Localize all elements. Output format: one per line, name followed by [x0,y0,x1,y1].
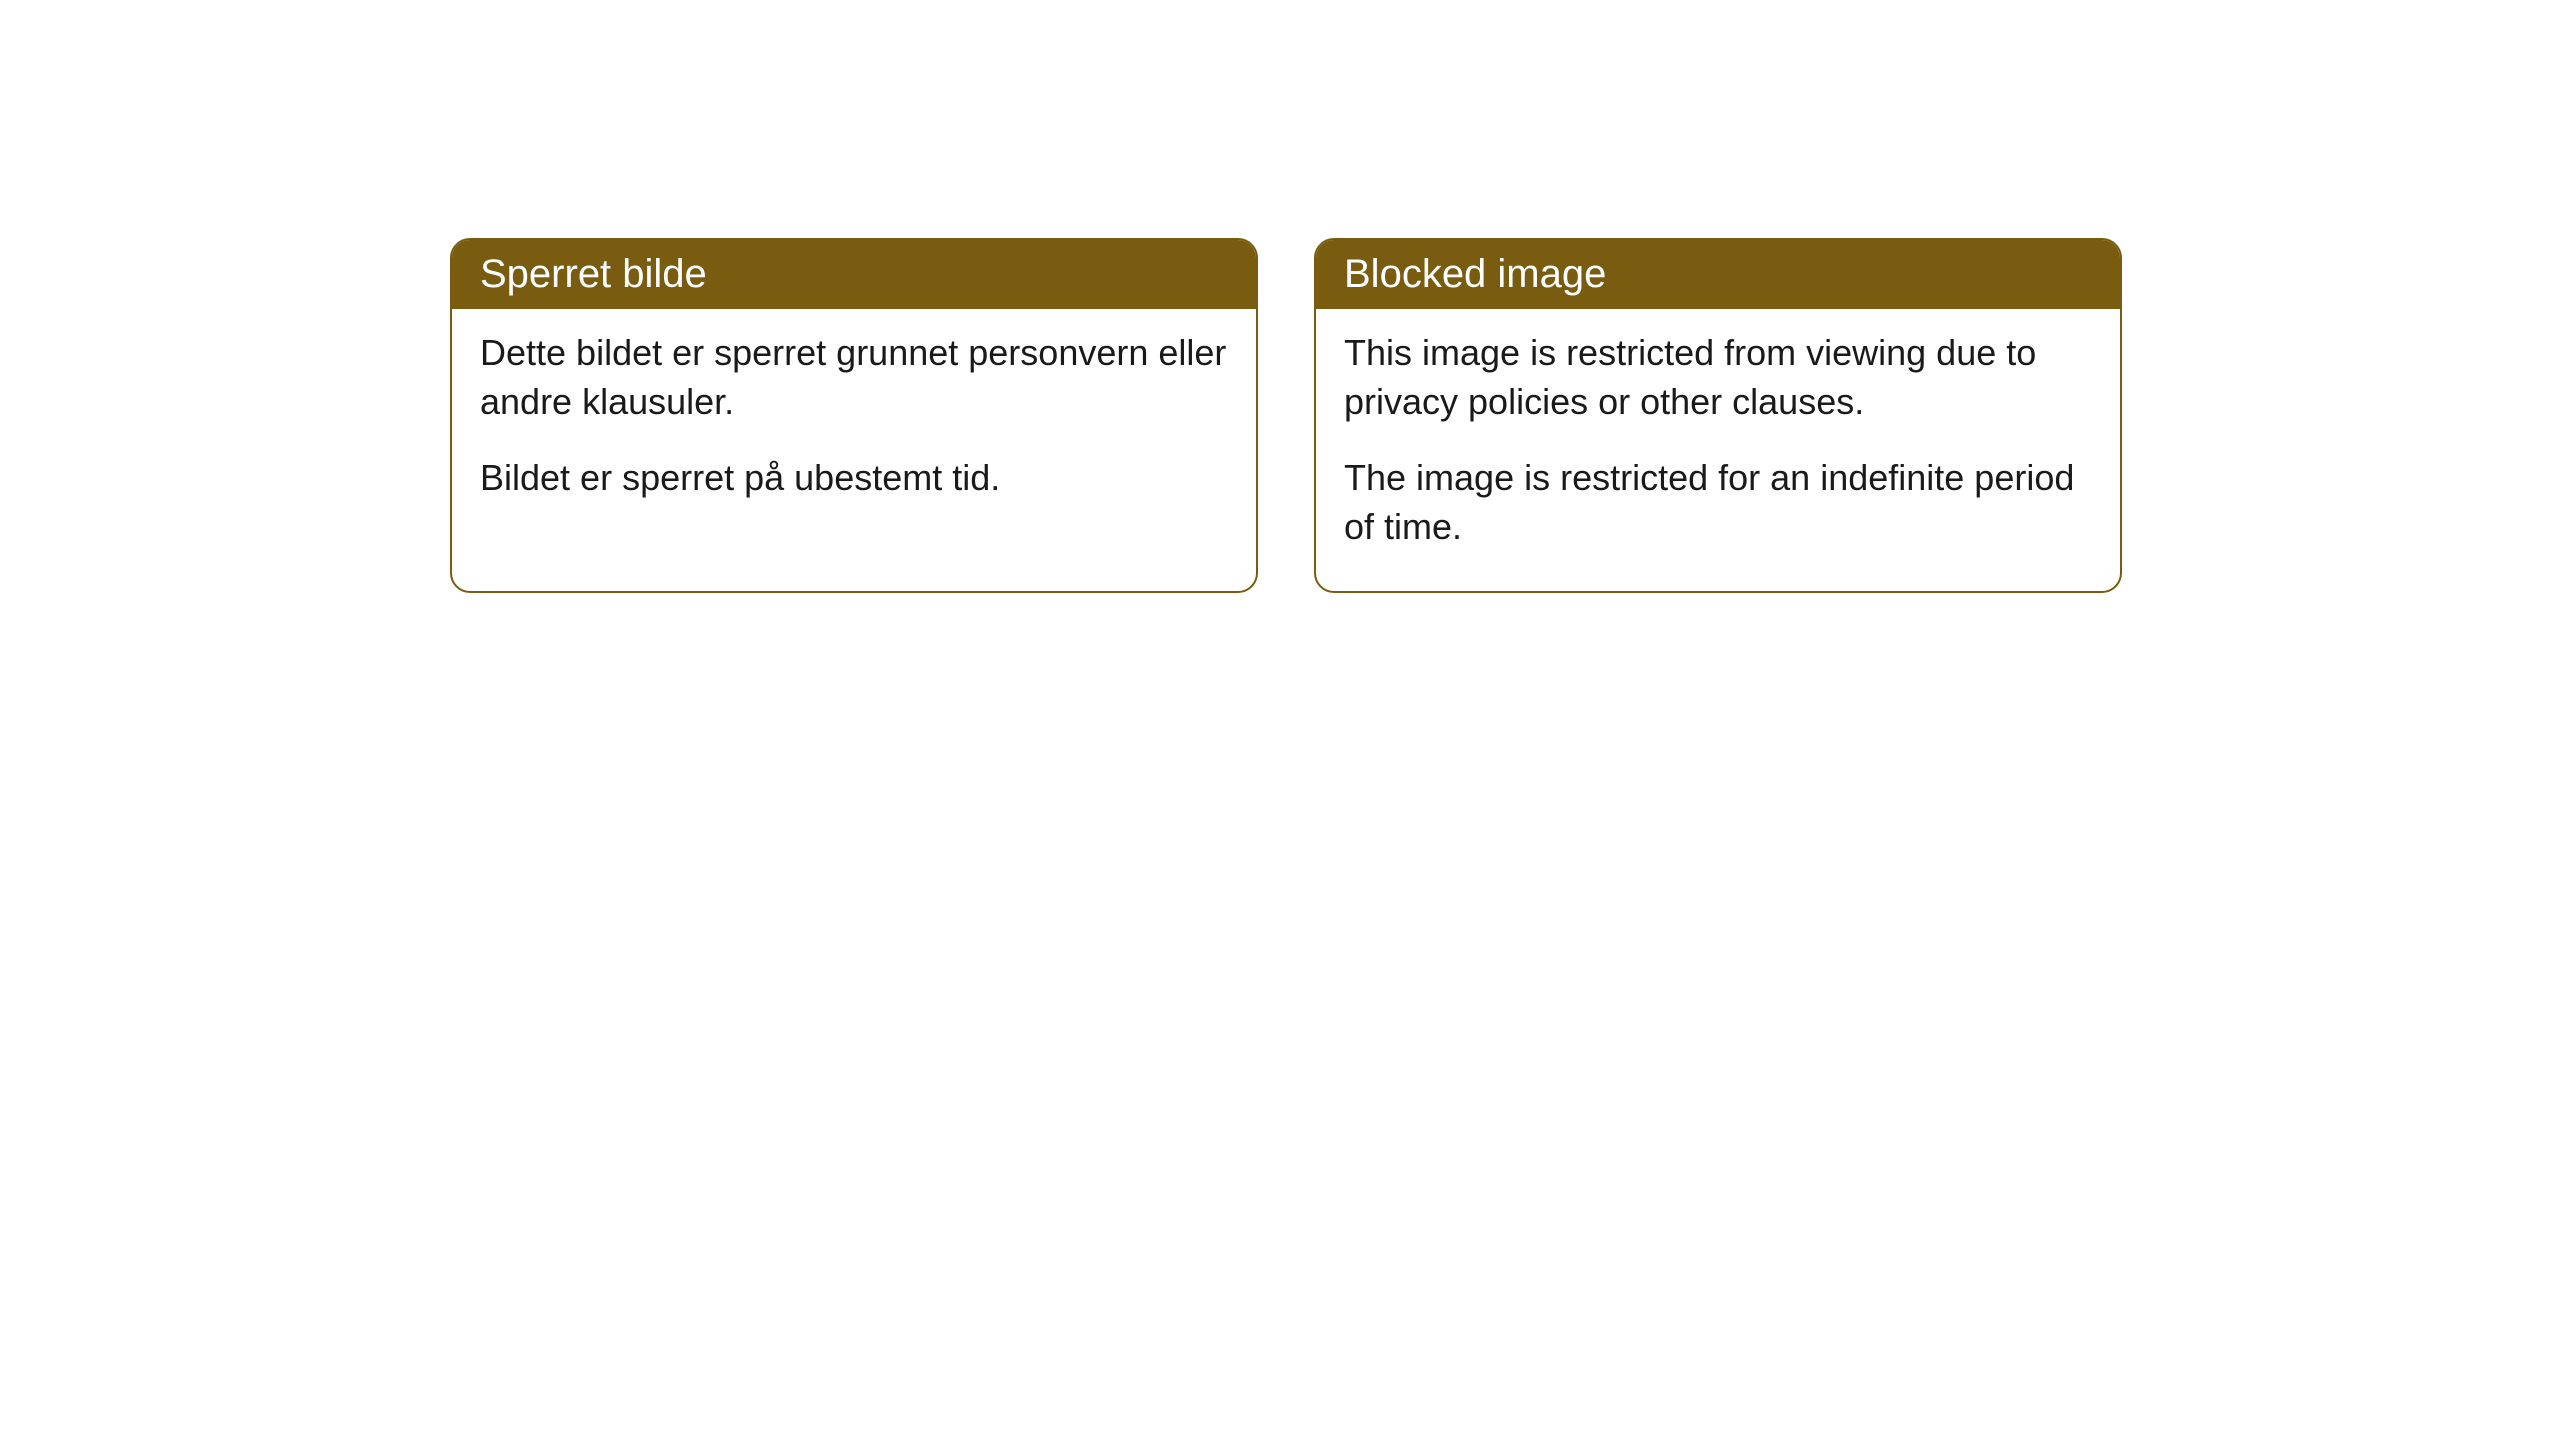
card-paragraph: This image is restricted from viewing du… [1344,329,2092,426]
card-paragraph: Bildet er sperret på ubestemt tid. [480,454,1228,503]
card-paragraph: Dette bildet er sperret grunnet personve… [480,329,1228,426]
notice-cards-container: Sperret bilde Dette bildet er sperret gr… [0,0,2560,593]
card-title: Sperret bilde [480,252,707,296]
notice-card-english: Blocked image This image is restricted f… [1314,238,2122,593]
card-body: This image is restricted from viewing du… [1316,309,2120,591]
card-body: Dette bildet er sperret grunnet personve… [452,309,1256,543]
card-header: Sperret bilde [452,240,1256,309]
card-title: Blocked image [1344,252,1606,296]
notice-card-norwegian: Sperret bilde Dette bildet er sperret gr… [450,238,1258,593]
card-header: Blocked image [1316,240,2120,309]
card-paragraph: The image is restricted for an indefinit… [1344,454,2092,551]
